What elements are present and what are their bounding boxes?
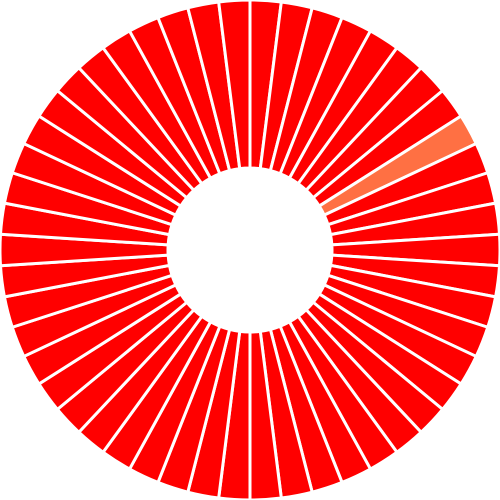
slice: [217, 0, 252, 171]
